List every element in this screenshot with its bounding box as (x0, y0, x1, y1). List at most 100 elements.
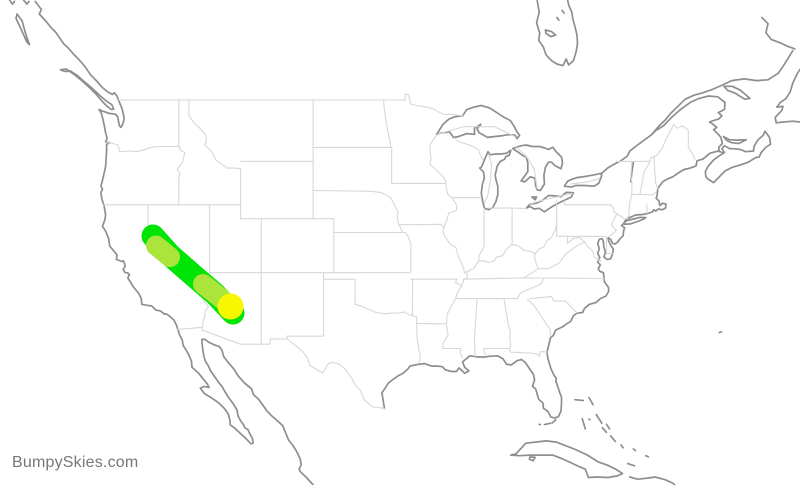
coastline-path (15, 13, 31, 46)
border-path (473, 298, 478, 357)
border-path (390, 197, 404, 234)
border-path (429, 163, 468, 350)
coastline-path (563, 172, 603, 188)
border-path (537, 241, 586, 270)
border-path (176, 145, 186, 206)
route-light-segment (193, 274, 232, 309)
coastline-path (531, 196, 538, 201)
border-path (631, 191, 657, 196)
border-path (616, 213, 626, 220)
border-path (566, 235, 586, 244)
border-path (516, 277, 546, 300)
border-path (584, 241, 602, 262)
border-path (528, 192, 573, 205)
coastline-path (775, 120, 800, 124)
coastline-path (774, 68, 800, 124)
coastline-path (511, 144, 564, 192)
coastline-path (626, 462, 636, 467)
border-path (463, 277, 605, 280)
coastline-path (588, 418, 591, 421)
border-path (105, 141, 181, 153)
border-path (604, 235, 614, 255)
route-light-segment (146, 235, 180, 267)
coastline-path (718, 331, 723, 334)
border-path (639, 160, 651, 195)
border-path (482, 347, 510, 356)
coastline-path (601, 426, 608, 434)
border-path (382, 99, 392, 148)
coastline-path (528, 455, 536, 462)
coastline-path (605, 423, 611, 430)
coastline-path (478, 149, 512, 211)
border-path (188, 99, 242, 170)
border-path (508, 347, 548, 357)
coastline-path (704, 130, 772, 184)
border-path (410, 278, 463, 287)
coastline-path (22, 0, 30, 5)
coastline-path (561, 9, 565, 14)
flight-route (141, 224, 245, 325)
coastline-path (651, 95, 726, 153)
border-path (503, 298, 512, 350)
coastline-path (535, 0, 579, 67)
border-path (478, 207, 485, 262)
border-path (177, 326, 386, 410)
coastline-path (435, 104, 521, 140)
coastline-path (760, 16, 796, 50)
border-path (483, 153, 493, 204)
coastline-path (544, 29, 557, 38)
coastline-path (632, 448, 637, 452)
border-path (526, 298, 552, 336)
coastline-path (574, 398, 585, 402)
border-path (563, 200, 618, 238)
coastline-path (551, 418, 557, 424)
border-path (453, 137, 484, 161)
border-path (398, 223, 445, 228)
coastline-path (59, 68, 115, 111)
coastline-path (595, 413, 603, 425)
border-path (626, 160, 633, 220)
border-path (523, 268, 539, 279)
border-path (115, 93, 464, 117)
border-path (202, 298, 210, 328)
coastline-path (588, 396, 594, 406)
border-path (463, 223, 558, 274)
border-path (534, 253, 539, 270)
border-path (333, 231, 412, 274)
coastline-path (525, 191, 575, 213)
border-path (354, 303, 413, 317)
coastline-path (381, 150, 724, 419)
border-path (323, 278, 356, 305)
coastline-path (609, 434, 617, 443)
border-path (653, 156, 659, 190)
coastline-path (543, 422, 552, 426)
coastline-path (8, 0, 16, 5)
border-path (436, 126, 516, 138)
border-path (411, 315, 421, 365)
state-borders-layer (102, 93, 696, 410)
watermark: BumpySkies.com (12, 454, 139, 471)
coastline-path (652, 49, 794, 134)
border-path (615, 123, 696, 162)
border-path (529, 296, 578, 314)
border-path (515, 146, 538, 189)
coastline-path (555, 16, 560, 22)
border-path (429, 134, 438, 165)
coastline-layer (8, 0, 800, 485)
coastline-path (623, 216, 647, 226)
coastline-path (600, 133, 653, 175)
coastline-path (620, 444, 624, 449)
border-path (441, 347, 464, 359)
border-path (569, 177, 600, 185)
coastline-path (34, 0, 315, 485)
coastline-path (509, 440, 624, 479)
border-path (285, 272, 325, 340)
coastline-path (644, 454, 650, 458)
coastline-path (628, 476, 676, 485)
border-path (312, 189, 392, 199)
coastline-path (722, 135, 748, 145)
coastline-path (581, 417, 587, 430)
route-moderate-spot (217, 293, 244, 320)
